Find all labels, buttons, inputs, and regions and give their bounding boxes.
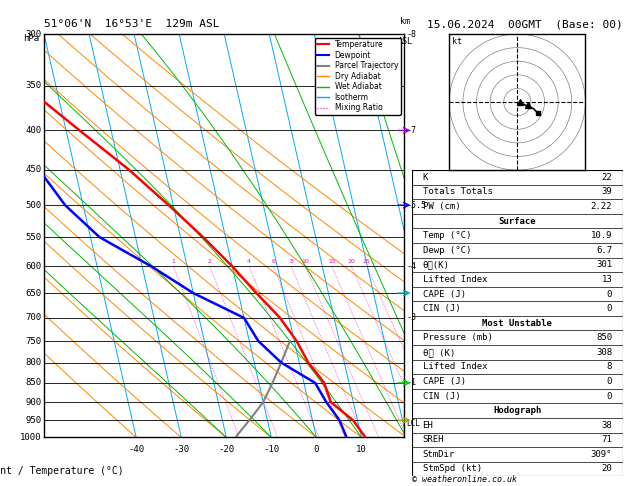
Text: 10: 10 bbox=[356, 446, 367, 454]
Text: -30: -30 bbox=[173, 446, 189, 454]
Text: CAPE (J): CAPE (J) bbox=[423, 377, 465, 386]
Text: 20: 20 bbox=[601, 465, 612, 473]
Text: 6.7: 6.7 bbox=[596, 246, 612, 255]
Text: 51°06'N  16°53'E  129m ASL: 51°06'N 16°53'E 129m ASL bbox=[44, 19, 220, 30]
Text: θᴁ(K): θᴁ(K) bbox=[423, 260, 449, 269]
Text: θᴁ (K): θᴁ (K) bbox=[423, 348, 455, 357]
Text: 850: 850 bbox=[26, 379, 42, 387]
Text: -40: -40 bbox=[128, 446, 144, 454]
Text: K: K bbox=[423, 173, 428, 182]
Text: 750: 750 bbox=[26, 336, 42, 346]
Text: 450: 450 bbox=[26, 165, 42, 174]
Text: PW (cm): PW (cm) bbox=[423, 202, 460, 211]
Text: 8: 8 bbox=[607, 363, 612, 371]
Text: -3: -3 bbox=[406, 313, 416, 322]
Text: 550: 550 bbox=[26, 233, 42, 242]
Text: 39: 39 bbox=[601, 188, 612, 196]
Text: kt: kt bbox=[452, 37, 462, 46]
Text: 2.22: 2.22 bbox=[591, 202, 612, 211]
Text: 15: 15 bbox=[328, 259, 336, 264]
Text: Most Unstable: Most Unstable bbox=[482, 319, 552, 328]
Text: 300: 300 bbox=[26, 30, 42, 38]
Text: 15.06.2024  00GMT  (Base: 00): 15.06.2024 00GMT (Base: 00) bbox=[427, 19, 623, 30]
Text: 350: 350 bbox=[26, 81, 42, 90]
Text: Dewpoint / Temperature (°C): Dewpoint / Temperature (°C) bbox=[0, 466, 123, 476]
Text: StmDir: StmDir bbox=[423, 450, 455, 459]
Text: Dewp (°C): Dewp (°C) bbox=[423, 246, 471, 255]
Text: 700: 700 bbox=[26, 313, 42, 322]
Text: 0: 0 bbox=[607, 377, 612, 386]
Text: SREH: SREH bbox=[423, 435, 444, 444]
Text: 0: 0 bbox=[314, 446, 319, 454]
Text: 6: 6 bbox=[271, 259, 276, 264]
Text: 600: 600 bbox=[26, 262, 42, 271]
Text: hPa: hPa bbox=[23, 34, 40, 43]
Text: StmSpd (kt): StmSpd (kt) bbox=[423, 465, 482, 473]
Text: © weatheronline.co.uk: © weatheronline.co.uk bbox=[412, 474, 517, 484]
Text: 850: 850 bbox=[596, 333, 612, 342]
Text: 13: 13 bbox=[601, 275, 612, 284]
Text: 10.9: 10.9 bbox=[591, 231, 612, 240]
Text: 650: 650 bbox=[26, 289, 42, 297]
Text: 950: 950 bbox=[26, 416, 42, 425]
Text: 301: 301 bbox=[596, 260, 612, 269]
Text: Temp (°C): Temp (°C) bbox=[423, 231, 471, 240]
Text: -8: -8 bbox=[406, 30, 416, 38]
Text: -1: -1 bbox=[406, 379, 416, 387]
Text: Lifted Index: Lifted Index bbox=[423, 363, 487, 371]
Text: Hodograph: Hodograph bbox=[493, 406, 542, 415]
Text: 20: 20 bbox=[347, 259, 355, 264]
Text: 4: 4 bbox=[247, 259, 251, 264]
Text: ASL: ASL bbox=[398, 37, 413, 46]
Text: CIN (J): CIN (J) bbox=[423, 304, 460, 313]
Text: -4: -4 bbox=[406, 262, 416, 271]
Text: 900: 900 bbox=[26, 398, 42, 407]
Text: 0: 0 bbox=[607, 290, 612, 298]
Text: LCL: LCL bbox=[406, 419, 420, 428]
Text: 38: 38 bbox=[601, 421, 612, 430]
Text: -7: -7 bbox=[406, 126, 416, 135]
Text: 0: 0 bbox=[607, 304, 612, 313]
Text: 1000: 1000 bbox=[20, 433, 42, 442]
Text: CIN (J): CIN (J) bbox=[423, 392, 460, 400]
Text: Totals Totals: Totals Totals bbox=[423, 188, 493, 196]
Text: 308: 308 bbox=[596, 348, 612, 357]
Text: 8: 8 bbox=[289, 259, 293, 264]
Text: 25: 25 bbox=[363, 259, 370, 264]
Text: 800: 800 bbox=[26, 358, 42, 367]
Text: 10: 10 bbox=[301, 259, 309, 264]
Text: CAPE (J): CAPE (J) bbox=[423, 290, 465, 298]
Text: -10: -10 bbox=[264, 446, 279, 454]
Text: 22: 22 bbox=[601, 173, 612, 182]
Text: 1: 1 bbox=[172, 259, 175, 264]
Text: Pressure (mb): Pressure (mb) bbox=[423, 333, 493, 342]
Text: km: km bbox=[400, 17, 410, 26]
Text: EH: EH bbox=[423, 421, 433, 430]
Text: 309°: 309° bbox=[591, 450, 612, 459]
Text: Surface: Surface bbox=[499, 217, 536, 226]
Legend: Temperature, Dewpoint, Parcel Trajectory, Dry Adiabat, Wet Adiabat, Isotherm, Mi: Temperature, Dewpoint, Parcel Trajectory… bbox=[315, 38, 401, 115]
Text: 2: 2 bbox=[208, 259, 212, 264]
Text: -20: -20 bbox=[218, 446, 235, 454]
Text: 71: 71 bbox=[601, 435, 612, 444]
Text: 0: 0 bbox=[607, 392, 612, 400]
Text: 500: 500 bbox=[26, 201, 42, 209]
Text: -5.5: -5.5 bbox=[406, 201, 426, 209]
Text: 400: 400 bbox=[26, 126, 42, 135]
Text: Lifted Index: Lifted Index bbox=[423, 275, 487, 284]
